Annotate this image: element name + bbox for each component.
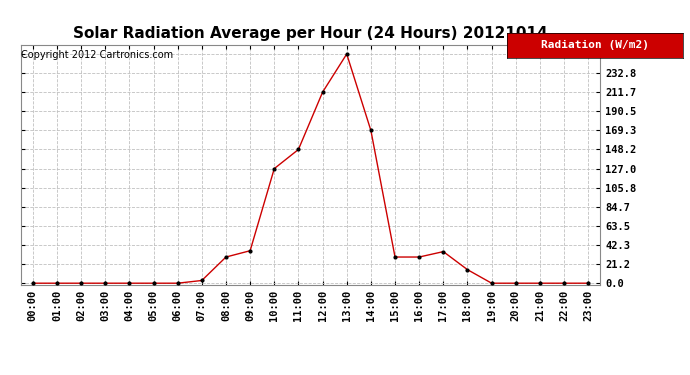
Title: Solar Radiation Average per Hour (24 Hours) 20121014: Solar Radiation Average per Hour (24 Hou… [73, 26, 548, 41]
Text: Radiation (W/m2): Radiation (W/m2) [541, 40, 649, 50]
Text: Copyright 2012 Cartronics.com: Copyright 2012 Cartronics.com [21, 50, 172, 60]
